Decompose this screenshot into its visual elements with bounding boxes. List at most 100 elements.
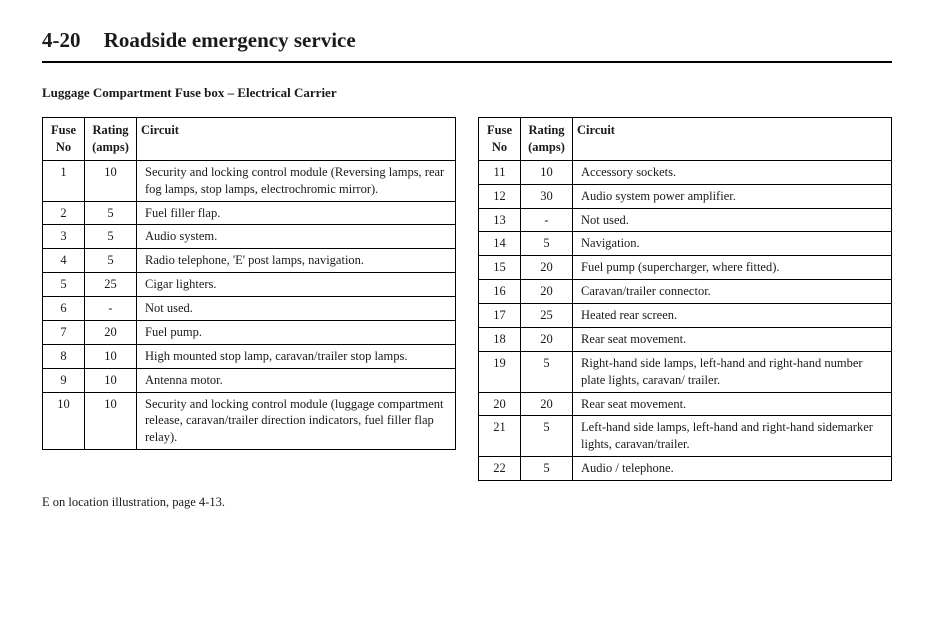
cell-rating: 20 bbox=[521, 280, 573, 304]
col-header-circuit: Circuit bbox=[573, 118, 892, 161]
cell-rating: 5 bbox=[85, 201, 137, 225]
col-header-rating: Rating (amps) bbox=[521, 118, 573, 161]
table-row: 45Radio telephone, 'E' post lamps, navig… bbox=[43, 249, 456, 273]
cell-circuit: Radio telephone, 'E' post lamps, navigat… bbox=[137, 249, 456, 273]
cell-circuit: Cigar lighters. bbox=[137, 273, 456, 297]
table-row: 910Antenna motor. bbox=[43, 368, 456, 392]
table-row: 1110Accessory sockets. bbox=[479, 160, 892, 184]
table-row: 195Right-hand side lamps, left-hand and … bbox=[479, 351, 892, 392]
cell-circuit: Heated rear screen. bbox=[573, 304, 892, 328]
cell-fuse-no: 17 bbox=[479, 304, 521, 328]
page-header: 4-20 Roadside emergency service bbox=[42, 28, 892, 63]
cell-rating: 20 bbox=[521, 327, 573, 351]
cell-circuit: Left-hand side lamps, left-hand and righ… bbox=[573, 416, 892, 457]
cell-fuse-no: 7 bbox=[43, 320, 85, 344]
table-header-row: Fuse No Rating (amps) Circuit bbox=[43, 118, 456, 161]
table-row: 13-Not used. bbox=[479, 208, 892, 232]
table-row: 525Cigar lighters. bbox=[43, 273, 456, 297]
cell-rating: 25 bbox=[85, 273, 137, 297]
cell-fuse-no: 6 bbox=[43, 297, 85, 321]
cell-circuit: Right-hand side lamps, left-hand and rig… bbox=[573, 351, 892, 392]
col-header-circuit: Circuit bbox=[137, 118, 456, 161]
col-header-fuse: Fuse No bbox=[43, 118, 85, 161]
cell-rating: 25 bbox=[521, 304, 573, 328]
cell-rating: 5 bbox=[521, 457, 573, 481]
cell-fuse-no: 9 bbox=[43, 368, 85, 392]
cell-circuit: Not used. bbox=[573, 208, 892, 232]
table-row: 1520Fuel pump (supercharger, where fitte… bbox=[479, 256, 892, 280]
cell-circuit: Security and locking control module (lug… bbox=[137, 392, 456, 450]
cell-fuse-no: 20 bbox=[479, 392, 521, 416]
cell-fuse-no: 14 bbox=[479, 232, 521, 256]
fuse-table-left: Fuse No Rating (amps) Circuit 110Securit… bbox=[42, 117, 456, 450]
table-row: 215Left-hand side lamps, left-hand and r… bbox=[479, 416, 892, 457]
cell-fuse-no: 5 bbox=[43, 273, 85, 297]
cell-circuit: Navigation. bbox=[573, 232, 892, 256]
cell-rating: 10 bbox=[85, 344, 137, 368]
cell-circuit: Audio system. bbox=[137, 225, 456, 249]
cell-rating: 5 bbox=[521, 416, 573, 457]
table-row: 1725Heated rear screen. bbox=[479, 304, 892, 328]
cell-circuit: Fuel pump. bbox=[137, 320, 456, 344]
cell-circuit: Caravan/trailer connector. bbox=[573, 280, 892, 304]
table-row: 25Fuel filler flap. bbox=[43, 201, 456, 225]
table-row: 1010Security and locking control module … bbox=[43, 392, 456, 450]
cell-fuse-no: 11 bbox=[479, 160, 521, 184]
cell-circuit: Fuel filler flap. bbox=[137, 201, 456, 225]
table-row: 2020Rear seat movement. bbox=[479, 392, 892, 416]
cell-rating: 10 bbox=[85, 160, 137, 201]
table-row: 6-Not used. bbox=[43, 297, 456, 321]
table-row: 225Audio / telephone. bbox=[479, 457, 892, 481]
cell-circuit: Rear seat movement. bbox=[573, 327, 892, 351]
cell-circuit: Fuel pump (supercharger, where fitted). bbox=[573, 256, 892, 280]
footnote: E on location illustration, page 4-13. bbox=[42, 495, 892, 510]
cell-rating: 5 bbox=[85, 249, 137, 273]
cell-fuse-no: 13 bbox=[479, 208, 521, 232]
cell-fuse-no: 19 bbox=[479, 351, 521, 392]
cell-circuit: Antenna motor. bbox=[137, 368, 456, 392]
table-row: 110Security and locking control module (… bbox=[43, 160, 456, 201]
table-row: 1620Caravan/trailer connector. bbox=[479, 280, 892, 304]
cell-circuit: Audio / telephone. bbox=[573, 457, 892, 481]
cell-fuse-no: 18 bbox=[479, 327, 521, 351]
cell-fuse-no: 3 bbox=[43, 225, 85, 249]
tables-container: Fuse No Rating (amps) Circuit 110Securit… bbox=[42, 117, 892, 481]
table-row: 720Fuel pump. bbox=[43, 320, 456, 344]
cell-fuse-no: 4 bbox=[43, 249, 85, 273]
cell-circuit: Security and locking control module (Rev… bbox=[137, 160, 456, 201]
table-row: 145Navigation. bbox=[479, 232, 892, 256]
table-row: 1820Rear seat movement. bbox=[479, 327, 892, 351]
cell-circuit: High mounted stop lamp, caravan/trailer … bbox=[137, 344, 456, 368]
cell-circuit: Audio system power amplifier. bbox=[573, 184, 892, 208]
cell-rating: 20 bbox=[85, 320, 137, 344]
cell-rating: - bbox=[85, 297, 137, 321]
section-subtitle: Luggage Compartment Fuse box – Electrica… bbox=[42, 85, 892, 101]
cell-rating: 20 bbox=[521, 392, 573, 416]
cell-fuse-no: 15 bbox=[479, 256, 521, 280]
table-row: 1230Audio system power amplifier. bbox=[479, 184, 892, 208]
cell-rating: 5 bbox=[521, 351, 573, 392]
cell-rating: 10 bbox=[85, 392, 137, 450]
page-number: 4-20 bbox=[42, 28, 81, 53]
cell-fuse-no: 21 bbox=[479, 416, 521, 457]
page-title: Roadside emergency service bbox=[104, 28, 356, 52]
table-row: 35Audio system. bbox=[43, 225, 456, 249]
cell-rating: - bbox=[521, 208, 573, 232]
cell-circuit: Not used. bbox=[137, 297, 456, 321]
col-header-rating: Rating (amps) bbox=[85, 118, 137, 161]
cell-fuse-no: 12 bbox=[479, 184, 521, 208]
col-header-fuse: Fuse No bbox=[479, 118, 521, 161]
cell-fuse-no: 16 bbox=[479, 280, 521, 304]
cell-circuit: Rear seat movement. bbox=[573, 392, 892, 416]
cell-rating: 10 bbox=[521, 160, 573, 184]
cell-fuse-no: 10 bbox=[43, 392, 85, 450]
cell-rating: 5 bbox=[85, 225, 137, 249]
cell-circuit: Accessory sockets. bbox=[573, 160, 892, 184]
table-row: 810High mounted stop lamp, caravan/trail… bbox=[43, 344, 456, 368]
cell-fuse-no: 1 bbox=[43, 160, 85, 201]
cell-fuse-no: 8 bbox=[43, 344, 85, 368]
cell-fuse-no: 2 bbox=[43, 201, 85, 225]
cell-rating: 20 bbox=[521, 256, 573, 280]
cell-rating: 10 bbox=[85, 368, 137, 392]
cell-fuse-no: 22 bbox=[479, 457, 521, 481]
